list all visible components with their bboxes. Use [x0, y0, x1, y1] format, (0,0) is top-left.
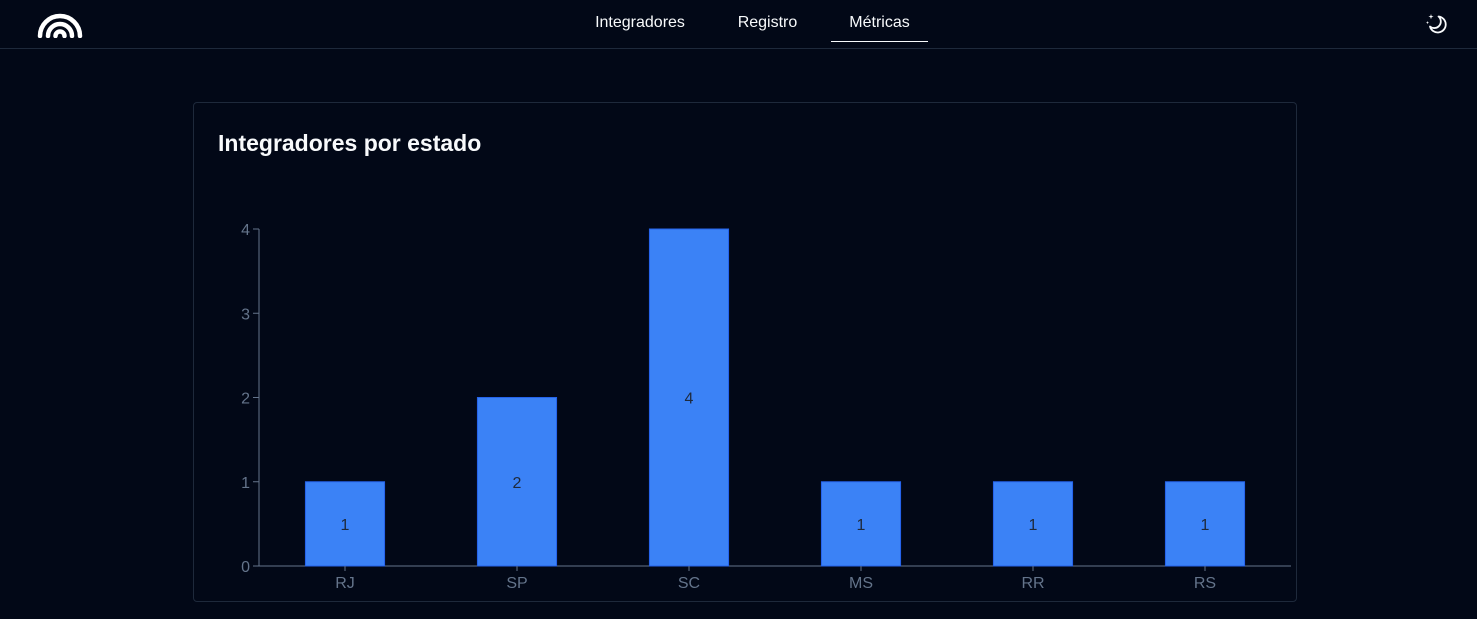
- nav-metricas[interactable]: Métricas: [831, 0, 928, 48]
- moon-stars-icon[interactable]: [1424, 11, 1448, 35]
- y-tick-label: 2: [241, 391, 250, 408]
- x-tick-label: SP: [506, 575, 527, 592]
- bar-chart: 0 1 2 3 4 1 RJ 2 SP 4 SC 1 MS 1 RR 1 RS: [241, 222, 1291, 592]
- top-navbar: Integradores Registro Métricas: [0, 0, 1477, 49]
- x-tick-label: RR: [1021, 575, 1044, 592]
- bar-sc: [648, 228, 730, 567]
- y-tick-label: 0: [241, 559, 250, 576]
- bar-rs: [1164, 481, 1246, 567]
- x-tick-label: RS: [1194, 575, 1216, 592]
- bar-value-label: 1: [341, 517, 350, 534]
- main-nav: Integradores Registro Métricas: [0, 0, 1477, 48]
- y-tick-label: 3: [241, 306, 250, 323]
- x-tick-label: SC: [678, 575, 700, 592]
- metrics-card: Integradores por estado 0 1 2 3 4 1 RJ 2 SP 4 SC 1 M…: [193, 102, 1297, 602]
- bar-sp: [476, 397, 558, 567]
- y-tick-label: 1: [241, 475, 250, 492]
- nav-registro[interactable]: Registro: [737, 14, 798, 31]
- bar-rr: [992, 481, 1074, 567]
- nav-integradores[interactable]: Integradores: [595, 14, 685, 31]
- bar-value-label: 1: [1029, 517, 1038, 534]
- bar-value-label: 1: [857, 517, 866, 534]
- bar-ms: [820, 481, 902, 567]
- bar-rj: [304, 481, 386, 567]
- y-tick-label: 4: [241, 222, 250, 239]
- x-tick-label: MS: [849, 575, 873, 592]
- rainbow-arcs-logo-icon[interactable]: [36, 10, 84, 38]
- bar-value-label: 1: [1201, 517, 1210, 534]
- card-title: Integradores por estado: [218, 130, 482, 156]
- x-tick-label: RJ: [335, 575, 355, 592]
- bar-value-label: 4: [685, 391, 694, 408]
- bar-value-label: 2: [513, 475, 522, 492]
